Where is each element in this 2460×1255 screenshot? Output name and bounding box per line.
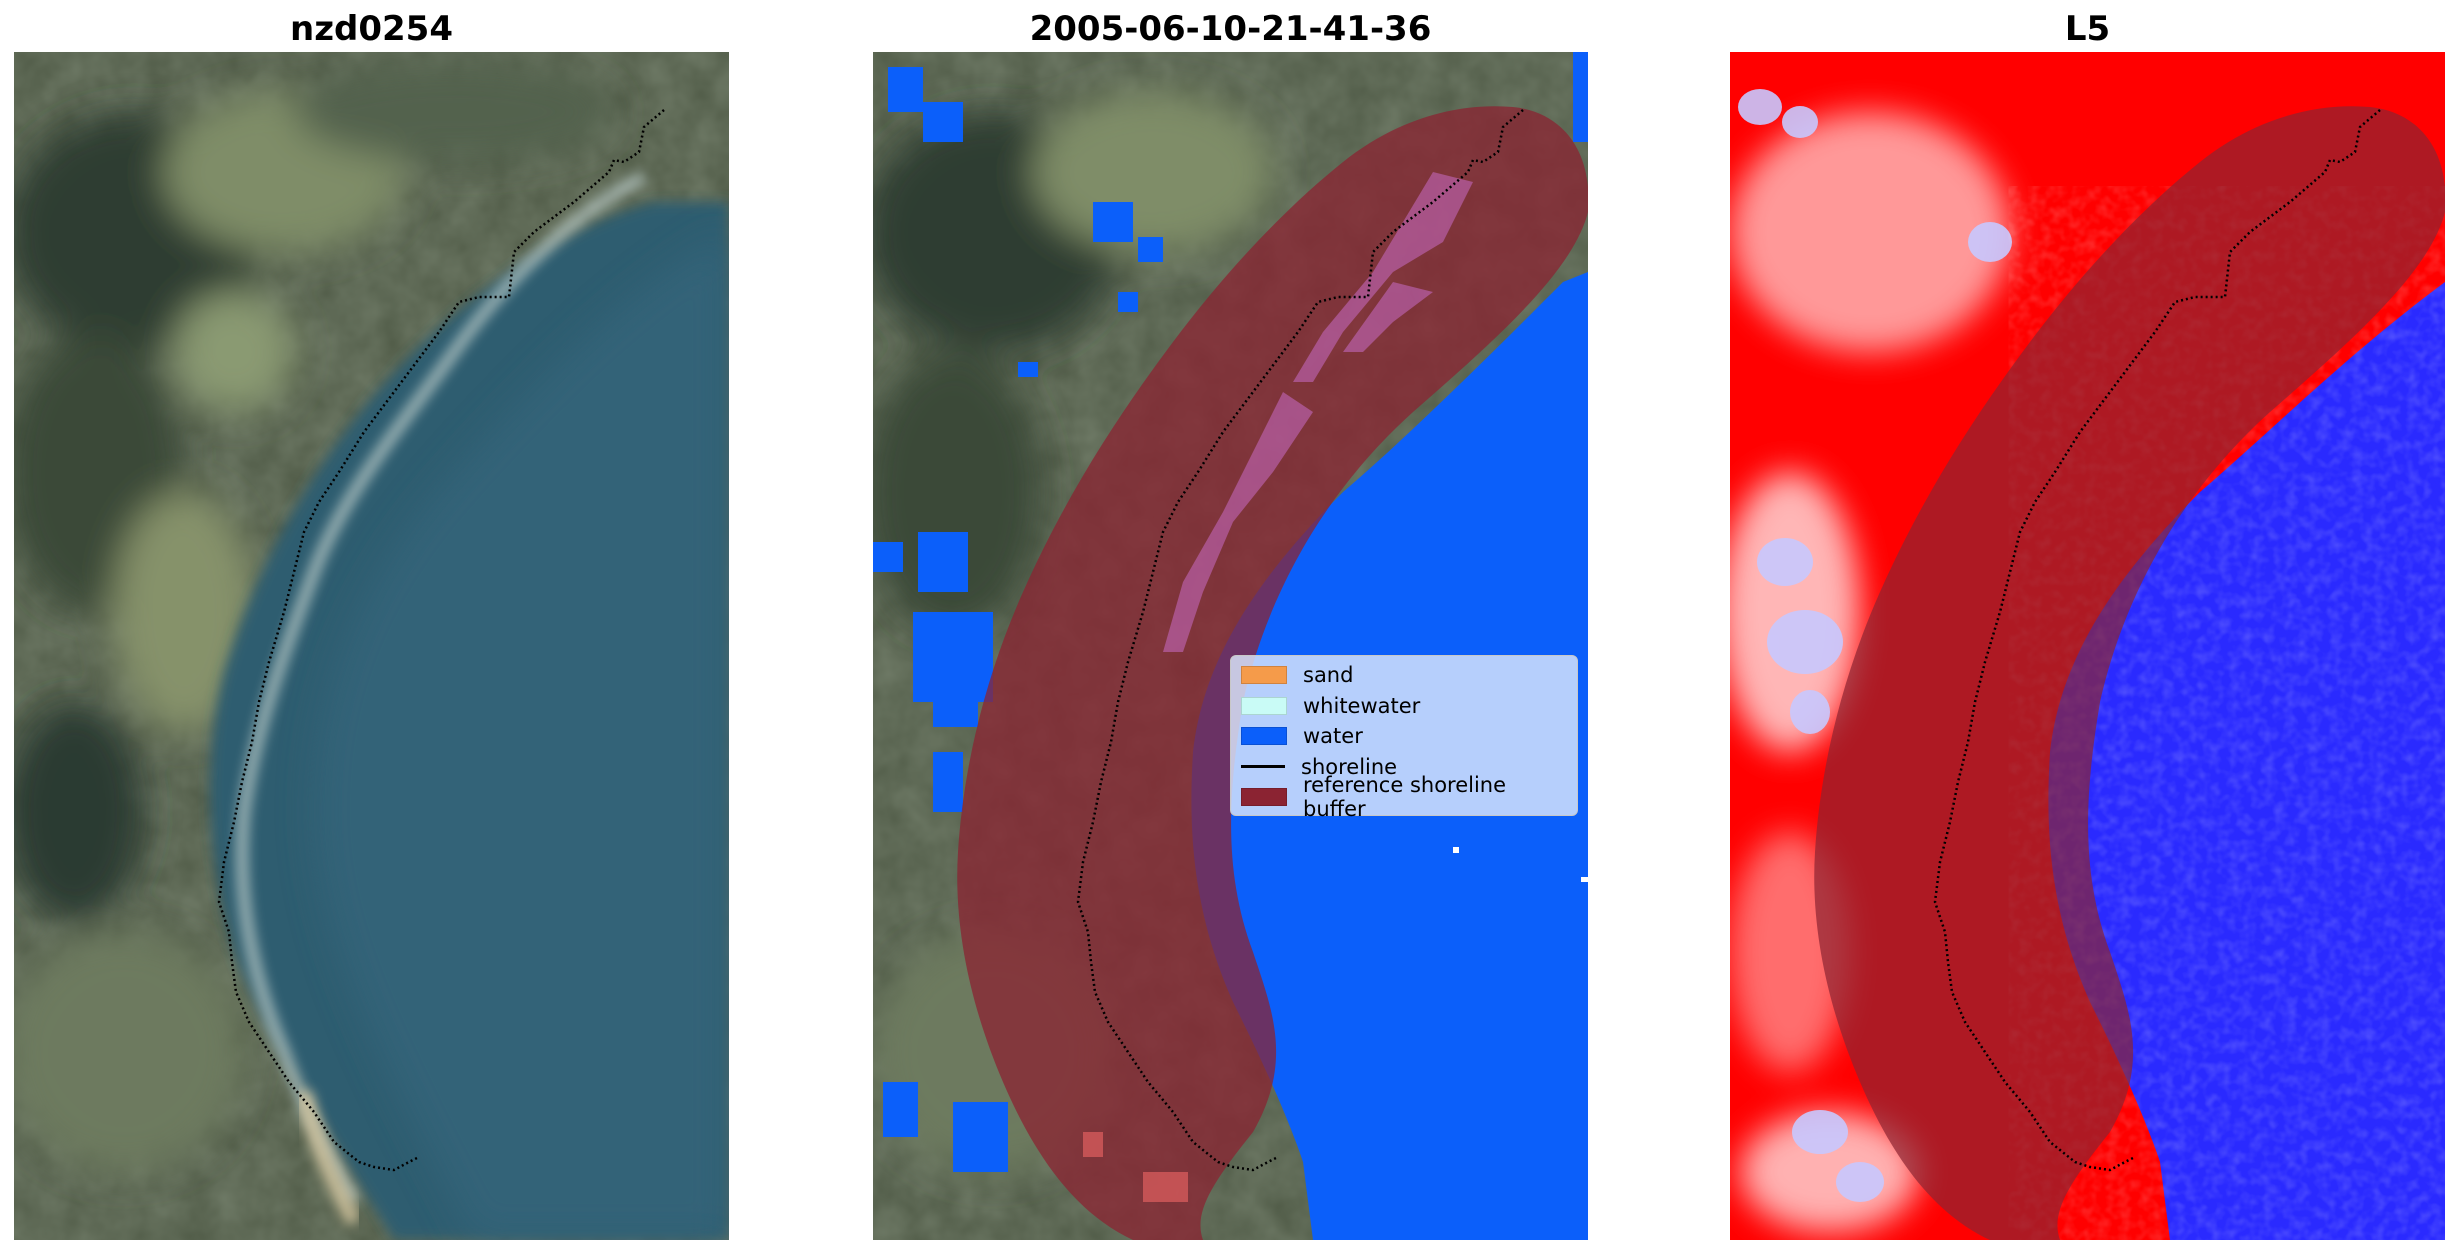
legend-label-shoreline: shoreline bbox=[1301, 754, 1398, 779]
legend-item-whitewater: whitewater bbox=[1241, 691, 1567, 722]
legend-item-shoreline: shoreline bbox=[1241, 752, 1567, 783]
legend: sand whitewater water shoreline referenc… bbox=[1230, 655, 1578, 821]
legend-label-water: water bbox=[1303, 724, 1363, 749]
panel-title-index: L5 bbox=[2064, 9, 2111, 49]
rgb-satellite-image bbox=[14, 52, 729, 1240]
panel-title-rgb: nzd0254 bbox=[290, 9, 453, 49]
legend-swatch-whitewater bbox=[1241, 696, 1287, 715]
legend-line-shoreline bbox=[1241, 765, 1285, 769]
legend-swatch-water bbox=[1241, 727, 1287, 746]
shoreline-rgb bbox=[217, 109, 665, 1172]
reference-shoreline-buffer-index bbox=[1814, 106, 2445, 1240]
legend-label-buffer: reference shoreline buffer bbox=[1303, 773, 1507, 822]
index-colormap-image bbox=[1730, 52, 2445, 1240]
shoreline-index bbox=[1933, 109, 2381, 1172]
legend-swatch-sand bbox=[1241, 666, 1287, 685]
legend-label-sand: sand bbox=[1303, 663, 1354, 688]
legend-label-whitewater: whitewater bbox=[1303, 693, 1421, 718]
legend-swatch-buffer bbox=[1241, 788, 1287, 807]
legend-item-sand: sand bbox=[1241, 660, 1567, 691]
legend-item-buffer: reference shoreline buffer bbox=[1241, 773, 1567, 821]
legend-item-water: water bbox=[1241, 721, 1567, 752]
shoreline-classification bbox=[1076, 109, 1524, 1172]
classification-image bbox=[873, 52, 1588, 1240]
reference-shoreline-buffer bbox=[957, 106, 1588, 1240]
panel-title-classification: 2005-06-10-21-41-36 bbox=[1029, 9, 1432, 49]
